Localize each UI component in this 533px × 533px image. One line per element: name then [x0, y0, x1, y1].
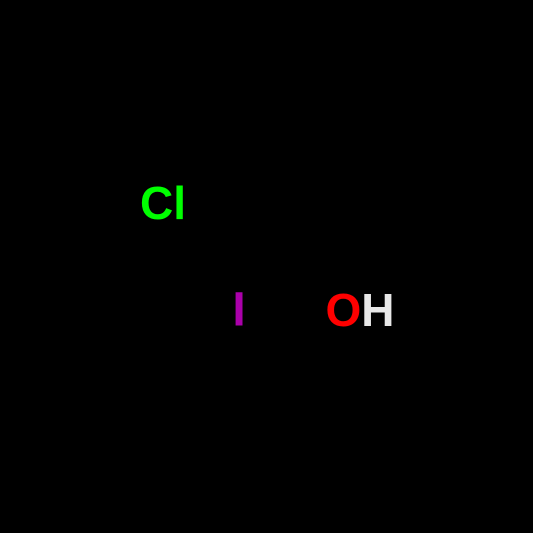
chlorine-atom-label: Cl: [140, 176, 186, 230]
iodine-atom-label: I: [232, 283, 245, 338]
oxygen-letter: O: [325, 284, 361, 336]
molecule-diagram: Cl I OH: [0, 0, 533, 533]
hydrogen-letter: H: [361, 284, 394, 336]
hydroxyl-group-label: OH: [325, 283, 394, 337]
